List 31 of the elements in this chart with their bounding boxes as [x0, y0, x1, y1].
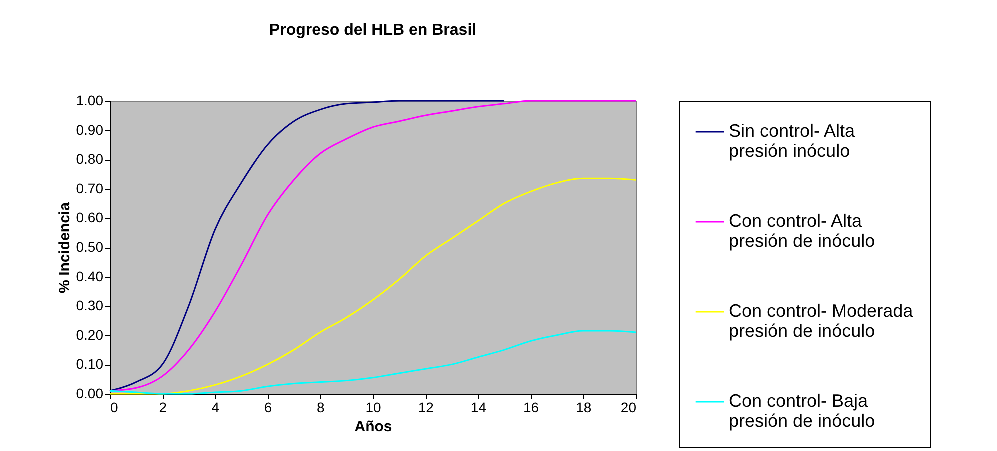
- legend-label: Sin control- Alta presión inóculo: [729, 121, 856, 161]
- x-tick-label: 2: [159, 400, 168, 416]
- x-tick-label: 12: [418, 400, 434, 416]
- x-tick-label: 18: [576, 400, 592, 416]
- y-tick-label: 0.80: [76, 151, 104, 168]
- chart-title: Progreso del HLB en Brasil: [269, 22, 477, 39]
- line-series: [109, 100, 637, 392]
- y-tick-label: 0.30: [76, 298, 104, 314]
- y-axis-title: % Incidencia: [56, 202, 74, 294]
- x-tick-label: 10: [366, 400, 382, 416]
- y-tick-label: 0.60: [76, 210, 104, 226]
- x-tick-label: 14: [470, 400, 487, 416]
- x-tick-label: 16: [524, 400, 540, 416]
- x-tick-label: 4: [212, 400, 220, 416]
- y-tick-label: 0.70: [76, 180, 104, 196]
- legend-label: Con control- Alta presión de inóculo: [729, 211, 876, 251]
- x-tick-label: 8: [317, 400, 325, 416]
- y-tick-label: 0.90: [76, 122, 104, 138]
- y-tick-label: 0.40: [76, 268, 104, 284]
- line-series: [109, 100, 506, 392]
- y-tick-label: 0.10: [76, 356, 104, 372]
- x-tick-label: 20: [620, 400, 637, 416]
- legend-label: Con control- Moderada presión de inóculo: [729, 301, 914, 341]
- y-tick-label: 1.00: [76, 92, 104, 108]
- legend-label: Con control- Baja presión de inóculo: [729, 391, 876, 431]
- y-tick-label: 0.20: [76, 326, 104, 343]
- x-tick-label: 6: [264, 400, 272, 416]
- y-tick-label: 0.00: [76, 386, 104, 402]
- x-axis-title: Años: [354, 418, 392, 436]
- y-tick-label: 0.50: [76, 239, 104, 255]
- x-tick-label: 0: [110, 400, 118, 416]
